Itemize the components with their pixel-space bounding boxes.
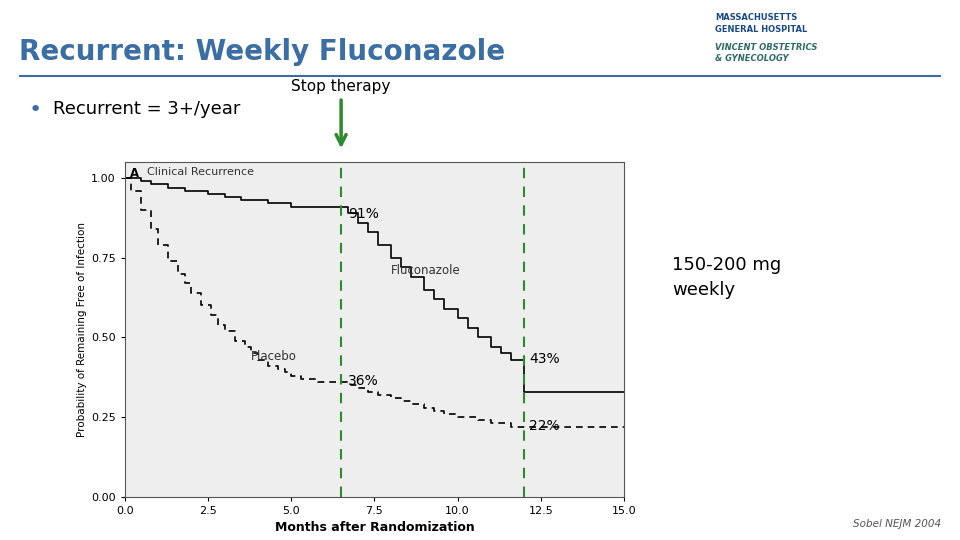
Text: MGH: MGH [690,36,707,41]
Text: •: • [29,100,42,120]
Text: 150-200 mg
weekly: 150-200 mg weekly [672,256,781,299]
Text: Fluconazole: Fluconazole [391,264,461,276]
Text: 36%: 36% [348,374,378,388]
Text: 22%: 22% [529,418,560,433]
Text: Clinical Recurrence: Clinical Recurrence [147,167,254,177]
Text: A: A [130,167,139,180]
Text: Placebo: Placebo [252,350,298,363]
Y-axis label: Probability of Remaining Free of Infection: Probability of Remaining Free of Infecti… [77,222,86,437]
Text: 2011: 2011 [693,56,704,60]
Text: Recurrent = 3+/year: Recurrent = 3+/year [53,100,240,118]
X-axis label: Months after Randomization: Months after Randomization [275,522,474,535]
Text: 43%: 43% [529,352,560,366]
Text: 91%: 91% [348,207,378,221]
Text: MASSACHUSETTS
GENERAL HOSPITAL: MASSACHUSETTS GENERAL HOSPITAL [715,14,807,33]
Text: Recurrent: Weekly Fluconazole: Recurrent: Weekly Fluconazole [19,38,505,66]
Text: Stop therapy: Stop therapy [292,79,391,94]
Text: VINCENT OBSTETRICS
& GYNECOLOGY: VINCENT OBSTETRICS & GYNECOLOGY [715,43,818,63]
Text: Sobel NEJM 2004: Sobel NEJM 2004 [852,519,941,529]
